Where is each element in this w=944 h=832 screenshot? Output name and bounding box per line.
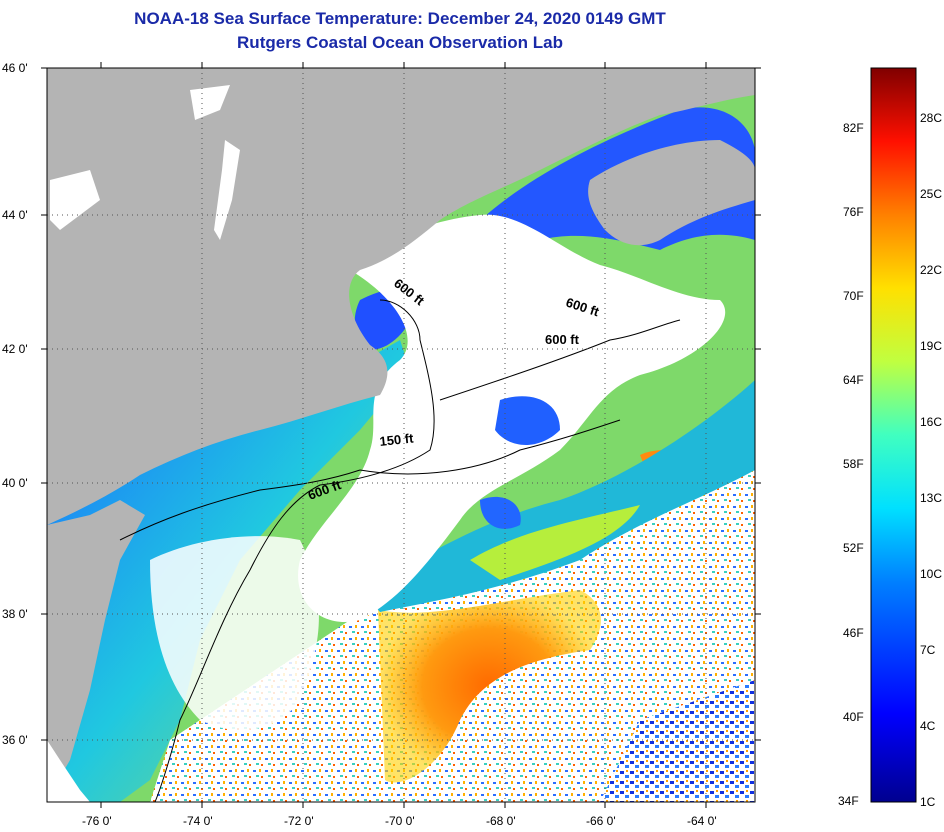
lat-label-46: 46 0' [2, 61, 28, 75]
map-panel [47, 68, 755, 802]
slope-water-band [360, 380, 755, 612]
contour-label-3: 600 ft [545, 332, 580, 347]
cb-f-82: 82F [843, 121, 864, 135]
contour-shelf-break [119, 469, 361, 541]
lat-label-38: 38 0' [2, 607, 28, 621]
cb-f-52: 52F [843, 541, 864, 555]
cb-c-28: 28C [920, 111, 943, 125]
axis-ticks [41, 62, 761, 808]
cb-f-76: 76F [843, 205, 864, 219]
dark-blue-southeast [600, 680, 755, 802]
cb-f-40: 40F [843, 710, 864, 724]
cb-c-13: 13C [920, 491, 943, 505]
graticule [47, 68, 755, 802]
contour-georges-600 [439, 319, 681, 401]
cb-c-1: 1C [920, 795, 936, 809]
contour-label-4: 150 ft [379, 430, 415, 449]
cb-f-34: 34F [838, 794, 859, 808]
lat-label-42: 42 0' [2, 342, 28, 356]
cold-eddy-south [480, 496, 521, 529]
cb-f-58: 58F [843, 457, 864, 471]
cloud-southwest-corner [47, 740, 90, 802]
lon-label-68: -68 0' [486, 814, 516, 828]
lon-label-76: -76 0' [82, 814, 112, 828]
contour-slope-150 [359, 419, 621, 475]
lon-label-66: -66 0' [586, 814, 616, 828]
lat-label-40: 40 0' [2, 476, 28, 490]
lake-inland-1 [214, 140, 240, 240]
cb-c-25: 25C [920, 187, 943, 201]
colorbar [870, 67, 917, 803]
lon-label-70: -70 0' [385, 814, 415, 828]
slope-water-green [470, 505, 640, 580]
cb-c-16: 16C [920, 415, 943, 429]
map-title: NOAA-18 Sea Surface Temperature: Decembe… [134, 9, 666, 28]
cb-f-46: 46F [843, 626, 864, 640]
cb-c-7: 7C [920, 643, 936, 657]
map-subtitle: Rutgers Coastal Ocean Observation Lab [237, 33, 563, 52]
cb-f-64: 64F [843, 373, 864, 387]
cb-c-19: 19C [920, 339, 943, 353]
cloud-cover-shelf [150, 536, 319, 731]
cold-eddy-central [495, 396, 560, 445]
cb-c-10: 10C [920, 567, 943, 581]
cb-c-22: 22C [920, 263, 943, 277]
lon-label-72: -72 0' [284, 814, 314, 828]
lake-champlain [190, 85, 230, 120]
lat-label-36: 36 0' [2, 733, 28, 747]
lon-label-74: -74 0' [183, 814, 213, 828]
land-nova-scotia [588, 140, 755, 246]
map-frame [46, 67, 756, 803]
gulf-stream-warm-band [378, 590, 601, 783]
cb-c-4: 4C [920, 719, 936, 733]
land-mid-atlantic-coast [47, 500, 145, 800]
lon-label-64: -64 0' [687, 814, 717, 828]
lat-label-44: 44 0' [2, 208, 28, 222]
cb-f-70: 70F [843, 289, 864, 303]
